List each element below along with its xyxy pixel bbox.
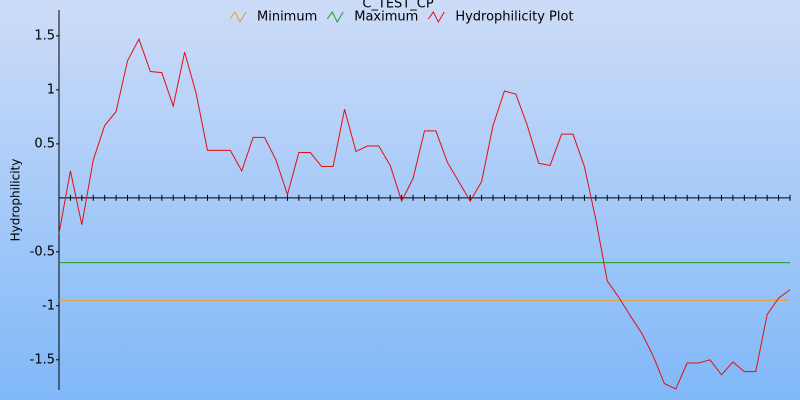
legend-label: Maximum — [354, 10, 418, 25]
y-tick-label: -1 — [42, 298, 55, 313]
y-axis-label: Hydrophilicity — [9, 159, 23, 242]
legend-icon — [229, 11, 247, 24]
y-tick-label: -1.5 — [30, 352, 55, 367]
legend-label: Hydrophilicity Plot — [455, 10, 573, 25]
y-tick-label: 1.5 — [34, 28, 55, 43]
legend-icon — [427, 11, 445, 24]
y-tick-label: 0.5 — [34, 136, 55, 151]
data-line — [58, 37, 791, 390]
chart-title: C_TEST_CP — [362, 0, 434, 12]
y-tick-label: 1 — [47, 82, 55, 97]
legend-icon — [326, 11, 344, 24]
y-tick-label: -0.5 — [30, 244, 55, 259]
legend-label: Minimum — [257, 10, 317, 25]
